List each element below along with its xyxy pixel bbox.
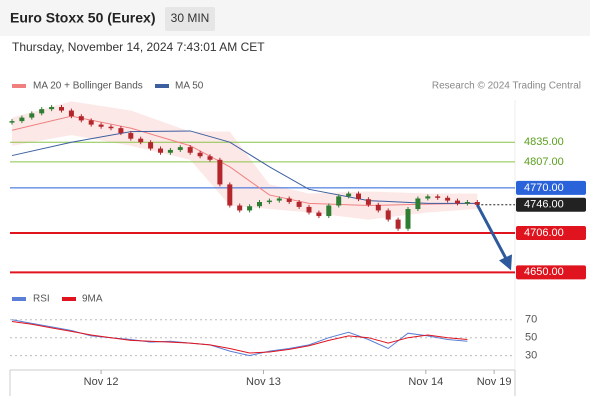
candle-body bbox=[286, 198, 292, 202]
x-tick-label: Nov 12 bbox=[84, 376, 119, 388]
level-box bbox=[516, 225, 586, 240]
instrument-title: Euro Stoxx 50 (Eurex) bbox=[10, 10, 156, 26]
legend-swatch bbox=[62, 297, 76, 301]
legend-swatch bbox=[155, 84, 169, 88]
candle-body bbox=[336, 196, 342, 206]
candle-body bbox=[237, 205, 243, 211]
candle-body bbox=[464, 201, 470, 204]
y-tick-label: 30 bbox=[525, 350, 537, 362]
candle-body bbox=[425, 196, 431, 199]
forecast-arrow bbox=[475, 204, 510, 264]
candle-body bbox=[19, 117, 25, 122]
legend-swatch bbox=[12, 297, 26, 301]
candle-body bbox=[177, 147, 183, 150]
candle-body bbox=[29, 113, 35, 118]
candle-body bbox=[9, 121, 15, 123]
candle-body bbox=[316, 212, 322, 217]
candle-body bbox=[346, 193, 352, 197]
moving-average bbox=[11, 115, 478, 207]
indicator-line bbox=[11, 321, 468, 354]
x-tick-label: Nov 14 bbox=[408, 376, 443, 388]
candle-body bbox=[217, 159, 223, 185]
level-box bbox=[516, 180, 586, 195]
candle-body bbox=[158, 148, 163, 153]
candle-body bbox=[266, 200, 272, 203]
candle-body bbox=[257, 201, 262, 207]
candle-body bbox=[435, 196, 441, 198]
candle-body bbox=[128, 133, 134, 139]
moving-average bbox=[11, 130, 478, 204]
level-box bbox=[516, 265, 586, 280]
candle-body bbox=[59, 107, 64, 111]
legend-label: MA 20 + Bollinger Bands bbox=[33, 81, 143, 92]
candle-body bbox=[405, 209, 411, 229]
timestamp: Thursday, November 14, 2024 7:43:01 AM C… bbox=[12, 40, 265, 54]
candle-body bbox=[39, 109, 45, 114]
level-label: 4835.00 bbox=[524, 136, 564, 148]
indicator-line bbox=[11, 319, 468, 357]
candle-body bbox=[395, 219, 401, 229]
x-tick-label: Nov 13 bbox=[246, 376, 281, 388]
candle-body bbox=[49, 107, 55, 110]
legend-label: MA 50 bbox=[175, 81, 204, 92]
candle-body bbox=[98, 124, 104, 127]
level-label: 4650.00 bbox=[524, 266, 564, 278]
credit: Research © 2024 Trading Central bbox=[432, 81, 581, 92]
level-label: 4807.00 bbox=[524, 156, 564, 168]
legend-swatch bbox=[12, 84, 26, 88]
level-label: 4706.00 bbox=[524, 227, 564, 239]
candle-body bbox=[108, 126, 114, 129]
interval-button[interactable] bbox=[165, 7, 215, 31]
y-tick-label: 70 bbox=[525, 314, 537, 326]
candle-body bbox=[375, 204, 381, 211]
candle-body bbox=[187, 147, 193, 153]
bollinger-band bbox=[12, 101, 478, 220]
candle-body bbox=[415, 198, 421, 210]
candle-body bbox=[167, 149, 173, 153]
level-box bbox=[516, 197, 586, 212]
candle-body bbox=[197, 152, 203, 157]
candle-body bbox=[455, 200, 460, 204]
candle-body bbox=[247, 206, 253, 211]
candle-body bbox=[88, 120, 94, 125]
header-bar bbox=[0, 0, 590, 36]
legend-label: RSI bbox=[33, 294, 50, 305]
candle-body bbox=[385, 210, 391, 220]
legend-label: 9MA bbox=[82, 294, 103, 305]
candle-body bbox=[68, 110, 74, 117]
candle-body bbox=[445, 197, 451, 201]
x-tick-label: Nov 19 bbox=[477, 376, 512, 388]
y-tick-label: 50 bbox=[525, 332, 537, 344]
candle-body bbox=[78, 116, 84, 121]
candle-body bbox=[138, 138, 144, 143]
interval-label[interactable]: 30 MIN bbox=[171, 11, 210, 25]
candle-body bbox=[276, 198, 282, 201]
candle-body bbox=[227, 184, 233, 206]
candle-body bbox=[474, 201, 480, 205]
level-label: 4746.00 bbox=[524, 199, 564, 211]
candle-body bbox=[356, 193, 361, 200]
candle-body bbox=[365, 199, 371, 205]
candle-body bbox=[296, 201, 302, 207]
forecast-arrowhead bbox=[499, 254, 512, 271]
level-label: 4770.00 bbox=[524, 182, 564, 194]
candle-body bbox=[118, 128, 124, 134]
candle-body bbox=[306, 206, 312, 213]
candle-body bbox=[326, 205, 332, 217]
candle-body bbox=[148, 142, 154, 149]
candle-body bbox=[207, 156, 213, 160]
